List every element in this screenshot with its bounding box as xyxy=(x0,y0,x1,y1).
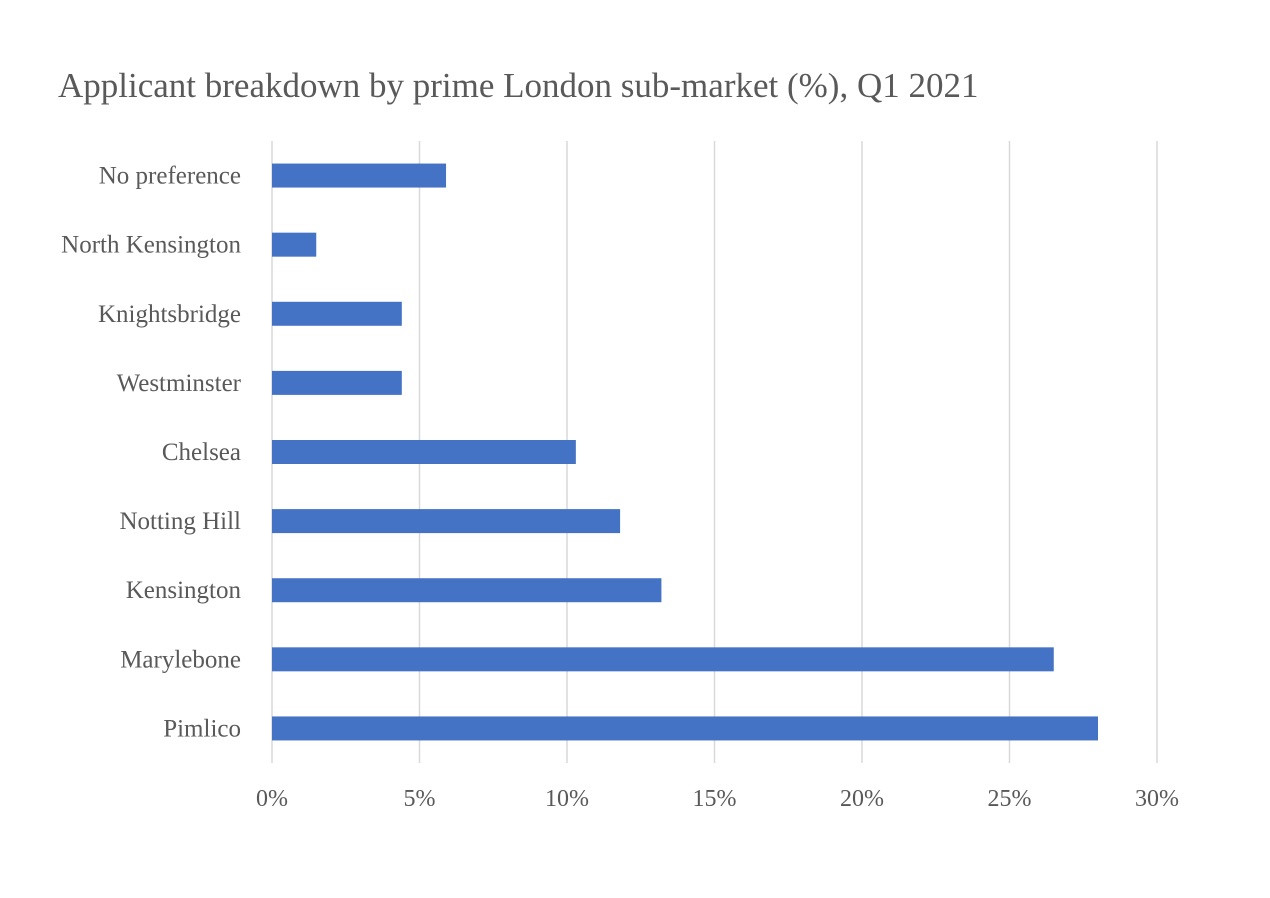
category-labels: No preference North Kensington Knightsbrid… xyxy=(61,163,242,743)
bar xyxy=(272,440,576,464)
x-tick-label: 20% xyxy=(840,786,884,812)
bar xyxy=(272,509,621,534)
x-tick-label: 30% xyxy=(1135,786,1179,812)
bar xyxy=(272,301,402,326)
category-label: Pimlico xyxy=(163,715,241,742)
x-tick-label: 5% xyxy=(404,786,436,812)
category-label: Kensington xyxy=(126,577,242,604)
bar xyxy=(272,163,447,188)
chart-title: Applicant breakdown by prime London sub-… xyxy=(58,66,979,105)
x-tick-label: 10% xyxy=(545,786,589,812)
x-axis-tick-labels: 0% 5% 10% 15% 20% 25% 30% xyxy=(256,786,1179,812)
x-tick-label: 25% xyxy=(988,786,1032,812)
bar xyxy=(272,578,662,603)
x-tick-label: 15% xyxy=(693,786,737,812)
bar xyxy=(272,232,317,257)
bar xyxy=(272,370,402,395)
bar xyxy=(272,647,1054,672)
category-label: North Kensington xyxy=(61,232,241,259)
bar xyxy=(272,716,1098,741)
bars xyxy=(272,163,1098,741)
x-tick-label: 0% xyxy=(256,786,288,812)
category-label: Marylebone xyxy=(120,646,241,673)
category-label: Notting Hill xyxy=(119,508,241,535)
category-label: Chelsea xyxy=(162,439,241,466)
category-label: No preference xyxy=(99,163,241,190)
category-label: Westminster xyxy=(117,370,242,397)
category-label: Knightsbridge xyxy=(98,301,241,328)
